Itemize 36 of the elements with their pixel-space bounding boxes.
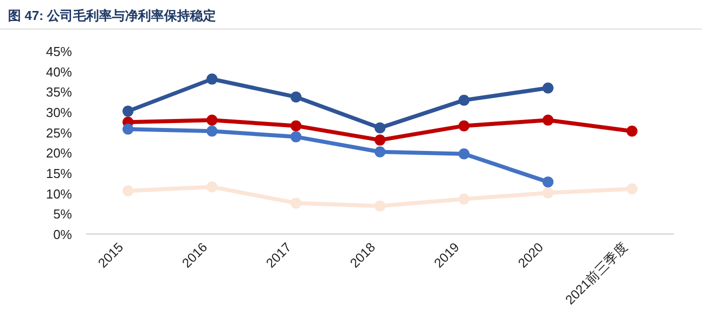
point <box>122 185 134 196</box>
point <box>542 114 554 126</box>
point <box>626 126 638 137</box>
y-tick-label: 25% <box>46 125 72 140</box>
point <box>374 200 386 212</box>
point <box>542 176 554 188</box>
point <box>458 94 470 106</box>
y-tick-label: 20% <box>46 146 72 161</box>
point <box>122 106 134 117</box>
point <box>626 183 638 194</box>
y-tick-label: 35% <box>46 84 72 100</box>
point <box>374 134 386 146</box>
point <box>206 181 218 192</box>
y-tick-label: 15% <box>46 166 72 181</box>
point <box>206 114 218 126</box>
y-tick-label: 10% <box>46 186 72 202</box>
point <box>542 82 554 94</box>
y-tick-label: 0% <box>53 227 72 242</box>
point <box>290 198 302 209</box>
y-tick-label: 5% <box>53 206 72 222</box>
chart-title: 图 47: 公司毛利率与净利率保持稳定 <box>8 8 216 23</box>
y-tick-label: 45% <box>46 44 72 59</box>
y-tick-label: 40% <box>46 64 72 80</box>
point <box>458 120 470 132</box>
point <box>374 146 386 158</box>
point <box>290 91 302 102</box>
point <box>122 124 134 135</box>
point <box>290 120 302 132</box>
point <box>206 126 218 137</box>
point <box>458 148 470 160</box>
point <box>542 187 554 198</box>
point <box>206 74 218 85</box>
point <box>374 122 386 134</box>
point <box>290 131 302 142</box>
y-tick-label: 30% <box>46 105 72 120</box>
point <box>458 194 470 205</box>
